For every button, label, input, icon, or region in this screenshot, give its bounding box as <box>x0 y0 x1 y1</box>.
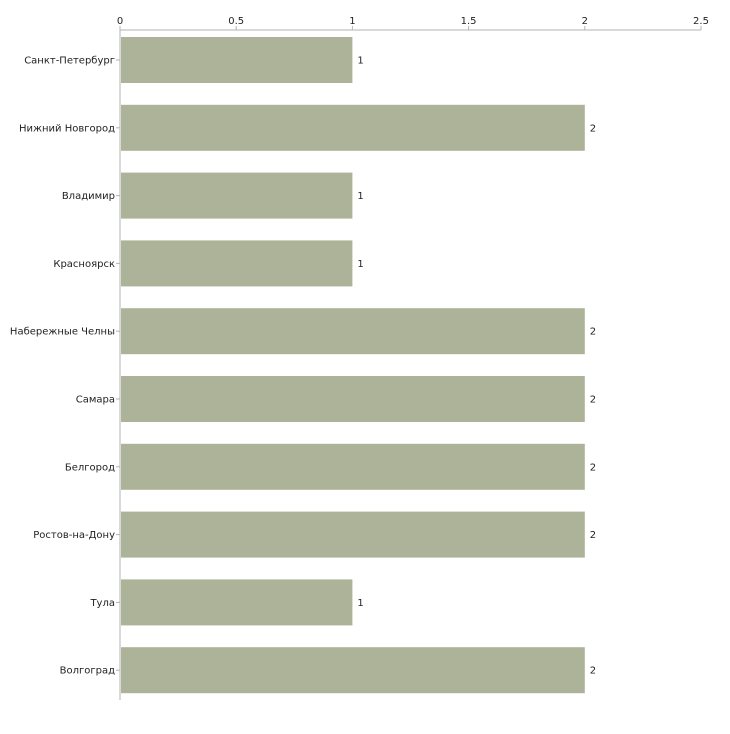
bar-value-label: 2 <box>590 462 596 473</box>
bar <box>121 511 585 558</box>
bar <box>121 443 585 490</box>
bar-value-label: 2 <box>590 530 596 541</box>
bar-value-label: 2 <box>590 123 596 134</box>
bar <box>121 308 585 355</box>
bar-value-label: 1 <box>357 259 363 270</box>
bar <box>121 579 353 626</box>
x-tick-label: 2.5 <box>693 16 709 27</box>
bar-value-label: 2 <box>590 327 596 338</box>
x-tick-label: 1.5 <box>461 16 477 27</box>
bar <box>121 240 353 287</box>
x-tick-label: 0 <box>117 16 123 27</box>
y-category-label: Владимир <box>62 191 115 202</box>
x-tick-label: 2 <box>582 16 588 27</box>
y-category-label: Нижний Новгород <box>19 123 115 134</box>
y-category-label: Тула <box>89 598 115 609</box>
y-category-label: Набережные Челны <box>10 327 115 338</box>
bar-value-label: 1 <box>357 56 363 67</box>
x-tick-label: 0.5 <box>228 16 244 27</box>
y-category-label: Волгоград <box>60 666 115 677</box>
bar <box>121 104 585 151</box>
x-tick-label: 1 <box>349 16 355 27</box>
bar <box>121 376 585 422</box>
y-category-label: Ростов-на-Дону <box>33 530 115 541</box>
y-category-label: Красноярск <box>53 259 115 270</box>
bar-value-label: 1 <box>357 598 363 609</box>
bar <box>121 647 585 694</box>
bar <box>121 37 353 83</box>
y-category-label: Белгород <box>65 462 115 473</box>
bar-value-label: 2 <box>590 395 596 406</box>
y-category-label: Санкт-Петербург <box>24 56 115 67</box>
y-category-label: Самара <box>76 395 115 406</box>
bar-value-label: 2 <box>590 666 596 677</box>
bar-value-label: 1 <box>357 191 363 202</box>
bar <box>121 172 353 219</box>
